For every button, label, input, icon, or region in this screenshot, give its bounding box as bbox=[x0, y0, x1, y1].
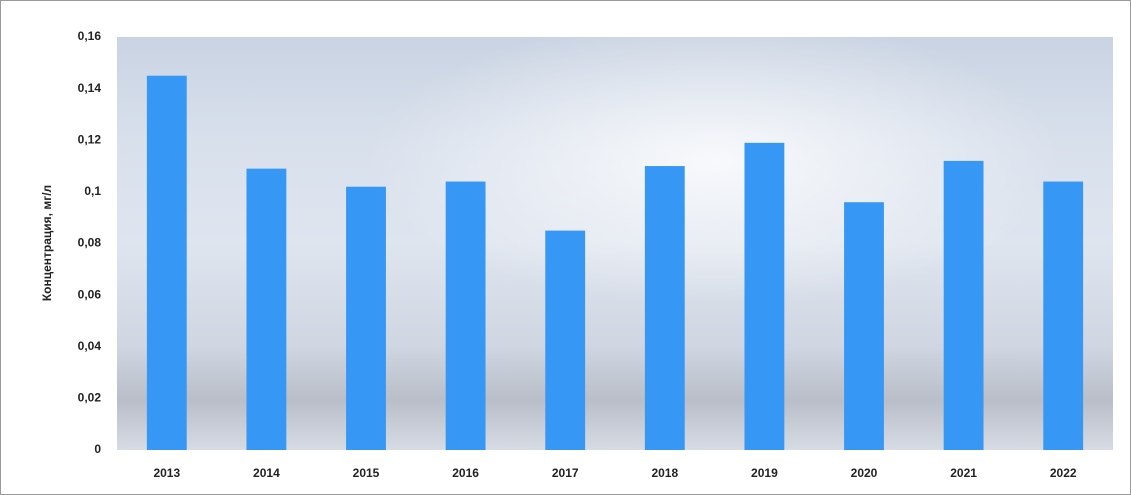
bar bbox=[246, 168, 287, 451]
y-tick-label: 0,02 bbox=[78, 391, 102, 405]
x-tick-label: 2020 bbox=[851, 466, 878, 480]
y-tick-label: 0,04 bbox=[78, 339, 102, 353]
y-tick-label: 0,16 bbox=[78, 29, 102, 43]
bar bbox=[943, 160, 984, 450]
bar bbox=[744, 142, 785, 451]
bar bbox=[844, 202, 884, 450]
y-axis-label: Концентрация, мг/л bbox=[40, 185, 54, 301]
x-tick-label: 2014 bbox=[253, 466, 280, 480]
y-tick-label: 0,08 bbox=[78, 236, 102, 250]
y-tick-label: 0,12 bbox=[78, 132, 102, 146]
bar bbox=[445, 181, 486, 451]
x-tick-label: 2022 bbox=[1050, 466, 1077, 480]
y-tick-label: 0,14 bbox=[78, 81, 102, 95]
bar bbox=[146, 75, 187, 450]
x-tick-label: 2013 bbox=[153, 466, 180, 480]
y-tick-label: 0,1 bbox=[84, 184, 101, 198]
x-tick-label: 2015 bbox=[353, 466, 380, 480]
bar bbox=[346, 186, 386, 450]
y-tick-label: 0,06 bbox=[78, 287, 102, 301]
x-tick-label: 2019 bbox=[751, 466, 778, 480]
y-tick-label: 0 bbox=[94, 442, 101, 456]
x-tick-label: 2017 bbox=[552, 466, 579, 480]
bar bbox=[1043, 181, 1084, 451]
x-tick-label: 2016 bbox=[452, 466, 479, 480]
x-tick-label: 2018 bbox=[651, 466, 678, 480]
bar bbox=[644, 166, 685, 450]
bar bbox=[545, 230, 586, 450]
x-tick-label: 2021 bbox=[950, 466, 977, 480]
